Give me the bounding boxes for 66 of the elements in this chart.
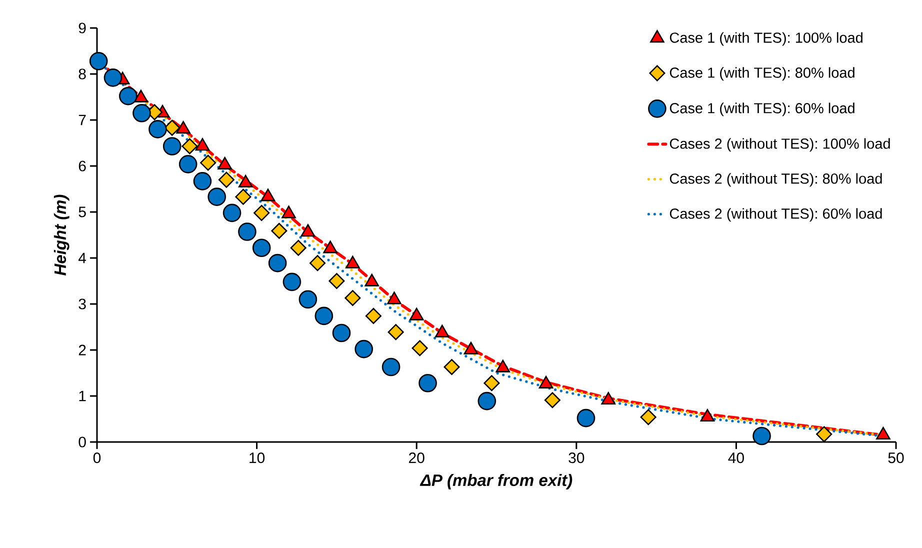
y-tick-label: 8 — [78, 68, 86, 80]
point — [104, 68, 122, 87]
x-axis-title: ΔP (mbar from exit) — [420, 474, 572, 490]
y-axis-title: Height (m) — [54, 194, 70, 276]
point — [388, 324, 404, 340]
y-tick-label: 5 — [78, 206, 86, 218]
point — [178, 155, 198, 174]
point — [290, 240, 306, 256]
legend-label: Case 1 (with TES): 80% load — [670, 67, 854, 81]
point — [310, 255, 326, 272]
point — [238, 222, 256, 241]
point — [544, 392, 560, 408]
y-tick-label: 4 — [78, 252, 86, 264]
y-tick-label: 3 — [78, 298, 86, 310]
point — [89, 52, 108, 70]
x-tick-label: 40 — [728, 452, 744, 464]
x-tick-label: 0 — [93, 452, 101, 464]
point — [208, 188, 226, 206]
point — [412, 340, 428, 356]
point — [252, 238, 271, 258]
point — [182, 138, 198, 154]
point — [200, 154, 216, 171]
point — [222, 204, 242, 222]
point — [382, 358, 400, 376]
legend-label: Cases 2 (without TES): 80% load — [670, 173, 882, 187]
legend-label: Cases 2 (without TES): 60% load — [670, 208, 882, 222]
x-tick-label: 10 — [250, 452, 265, 464]
point — [478, 392, 496, 410]
y-tick-label: 9 — [78, 22, 86, 34]
point — [484, 375, 500, 392]
legend-label: Case 1 (with TES): 60% load — [670, 102, 854, 116]
point — [418, 374, 437, 392]
point — [752, 426, 771, 446]
point — [162, 137, 182, 156]
point — [365, 308, 382, 324]
point — [576, 408, 596, 428]
point — [193, 172, 212, 190]
x-tick-label: 30 — [568, 452, 584, 464]
point — [218, 172, 234, 188]
point — [132, 104, 151, 122]
point — [328, 273, 345, 290]
point — [148, 120, 167, 138]
point — [164, 120, 180, 136]
point — [298, 290, 318, 309]
point — [271, 222, 288, 239]
point — [354, 340, 374, 358]
point — [332, 324, 351, 342]
point — [119, 86, 138, 106]
point — [314, 306, 334, 326]
y-tick-label: 2 — [78, 344, 86, 356]
point — [344, 290, 361, 306]
point — [816, 426, 832, 442]
point — [235, 188, 252, 205]
y-tick-label: 7 — [78, 114, 86, 126]
point — [268, 254, 287, 272]
point — [640, 409, 656, 426]
y-tick-label: 1 — [79, 390, 86, 402]
x-tick-label: 20 — [409, 452, 424, 464]
legend-label: Cases 2 (without TES): 100% load — [670, 138, 890, 152]
point — [282, 272, 302, 292]
point — [444, 359, 460, 376]
legend-label: Case 1 (with TES): 100% load — [670, 32, 862, 46]
x-tick-label: 50 — [888, 452, 904, 464]
y-tick-label: 6 — [78, 160, 86, 172]
point — [254, 204, 270, 221]
y-tick-label: 0 — [78, 436, 86, 448]
